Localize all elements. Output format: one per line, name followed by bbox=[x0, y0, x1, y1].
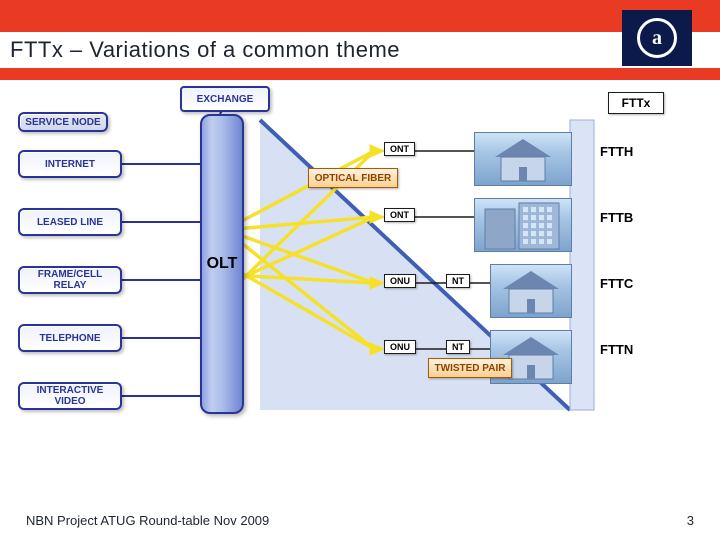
optical-fiber-label: OPTICAL FIBER bbox=[308, 168, 398, 188]
unit-nt-3: NT bbox=[446, 340, 470, 354]
service-interactive-video: INTERACTIVE VIDEO bbox=[18, 382, 122, 410]
footer-left: NBN Project ATUG Round-table Nov 2009 bbox=[26, 513, 269, 528]
variant-fttb: FTTB bbox=[600, 210, 633, 225]
logo: a bbox=[622, 10, 692, 66]
logo-letter: a bbox=[652, 27, 662, 50]
slide-title: FTTx – Variations of a common theme bbox=[10, 37, 400, 63]
unit-onu-2: ONU bbox=[384, 274, 416, 288]
fttx-diagram: EXCHANGE SERVICE NODE INTERNET LEASED LINE F… bbox=[0, 80, 720, 500]
variant-fttc: FTTC bbox=[600, 276, 633, 291]
slide-header: FTTx – Variations of a common theme a bbox=[0, 0, 720, 80]
service-internet: INTERNET bbox=[18, 150, 122, 178]
logo-icon: a bbox=[637, 18, 677, 58]
variant-ftth: FTTH bbox=[600, 144, 633, 159]
olt-bar: OLT bbox=[200, 114, 244, 414]
service-leased-line: LEASED LINE bbox=[18, 208, 122, 236]
slide-footer: NBN Project ATUG Round-table Nov 2009 3 bbox=[0, 500, 720, 540]
fttx-header-box: FTTx bbox=[608, 92, 664, 114]
unit-ont-1: ONT bbox=[384, 208, 415, 222]
premise-fttc bbox=[490, 264, 572, 318]
slide-title-band: FTTx – Variations of a common theme bbox=[0, 32, 720, 68]
service-telephone: TELEPHONE bbox=[18, 324, 122, 352]
premise-ftth bbox=[474, 132, 572, 186]
service-frame-cell-relay: FRAME/CELL RELAY bbox=[18, 266, 122, 294]
variant-fttn: FTTN bbox=[600, 342, 633, 357]
premise-fttb bbox=[474, 198, 572, 252]
unit-ont-0: ONT bbox=[384, 142, 415, 156]
twisted-pair-label: TWISTED PAIR bbox=[428, 358, 512, 378]
unit-onu-3: ONU bbox=[384, 340, 416, 354]
unit-nt-2: NT bbox=[446, 274, 470, 288]
service-node-label: SERVICE NODE bbox=[18, 112, 108, 132]
exchange-label: EXCHANGE bbox=[180, 86, 270, 112]
page-number: 3 bbox=[687, 513, 694, 528]
